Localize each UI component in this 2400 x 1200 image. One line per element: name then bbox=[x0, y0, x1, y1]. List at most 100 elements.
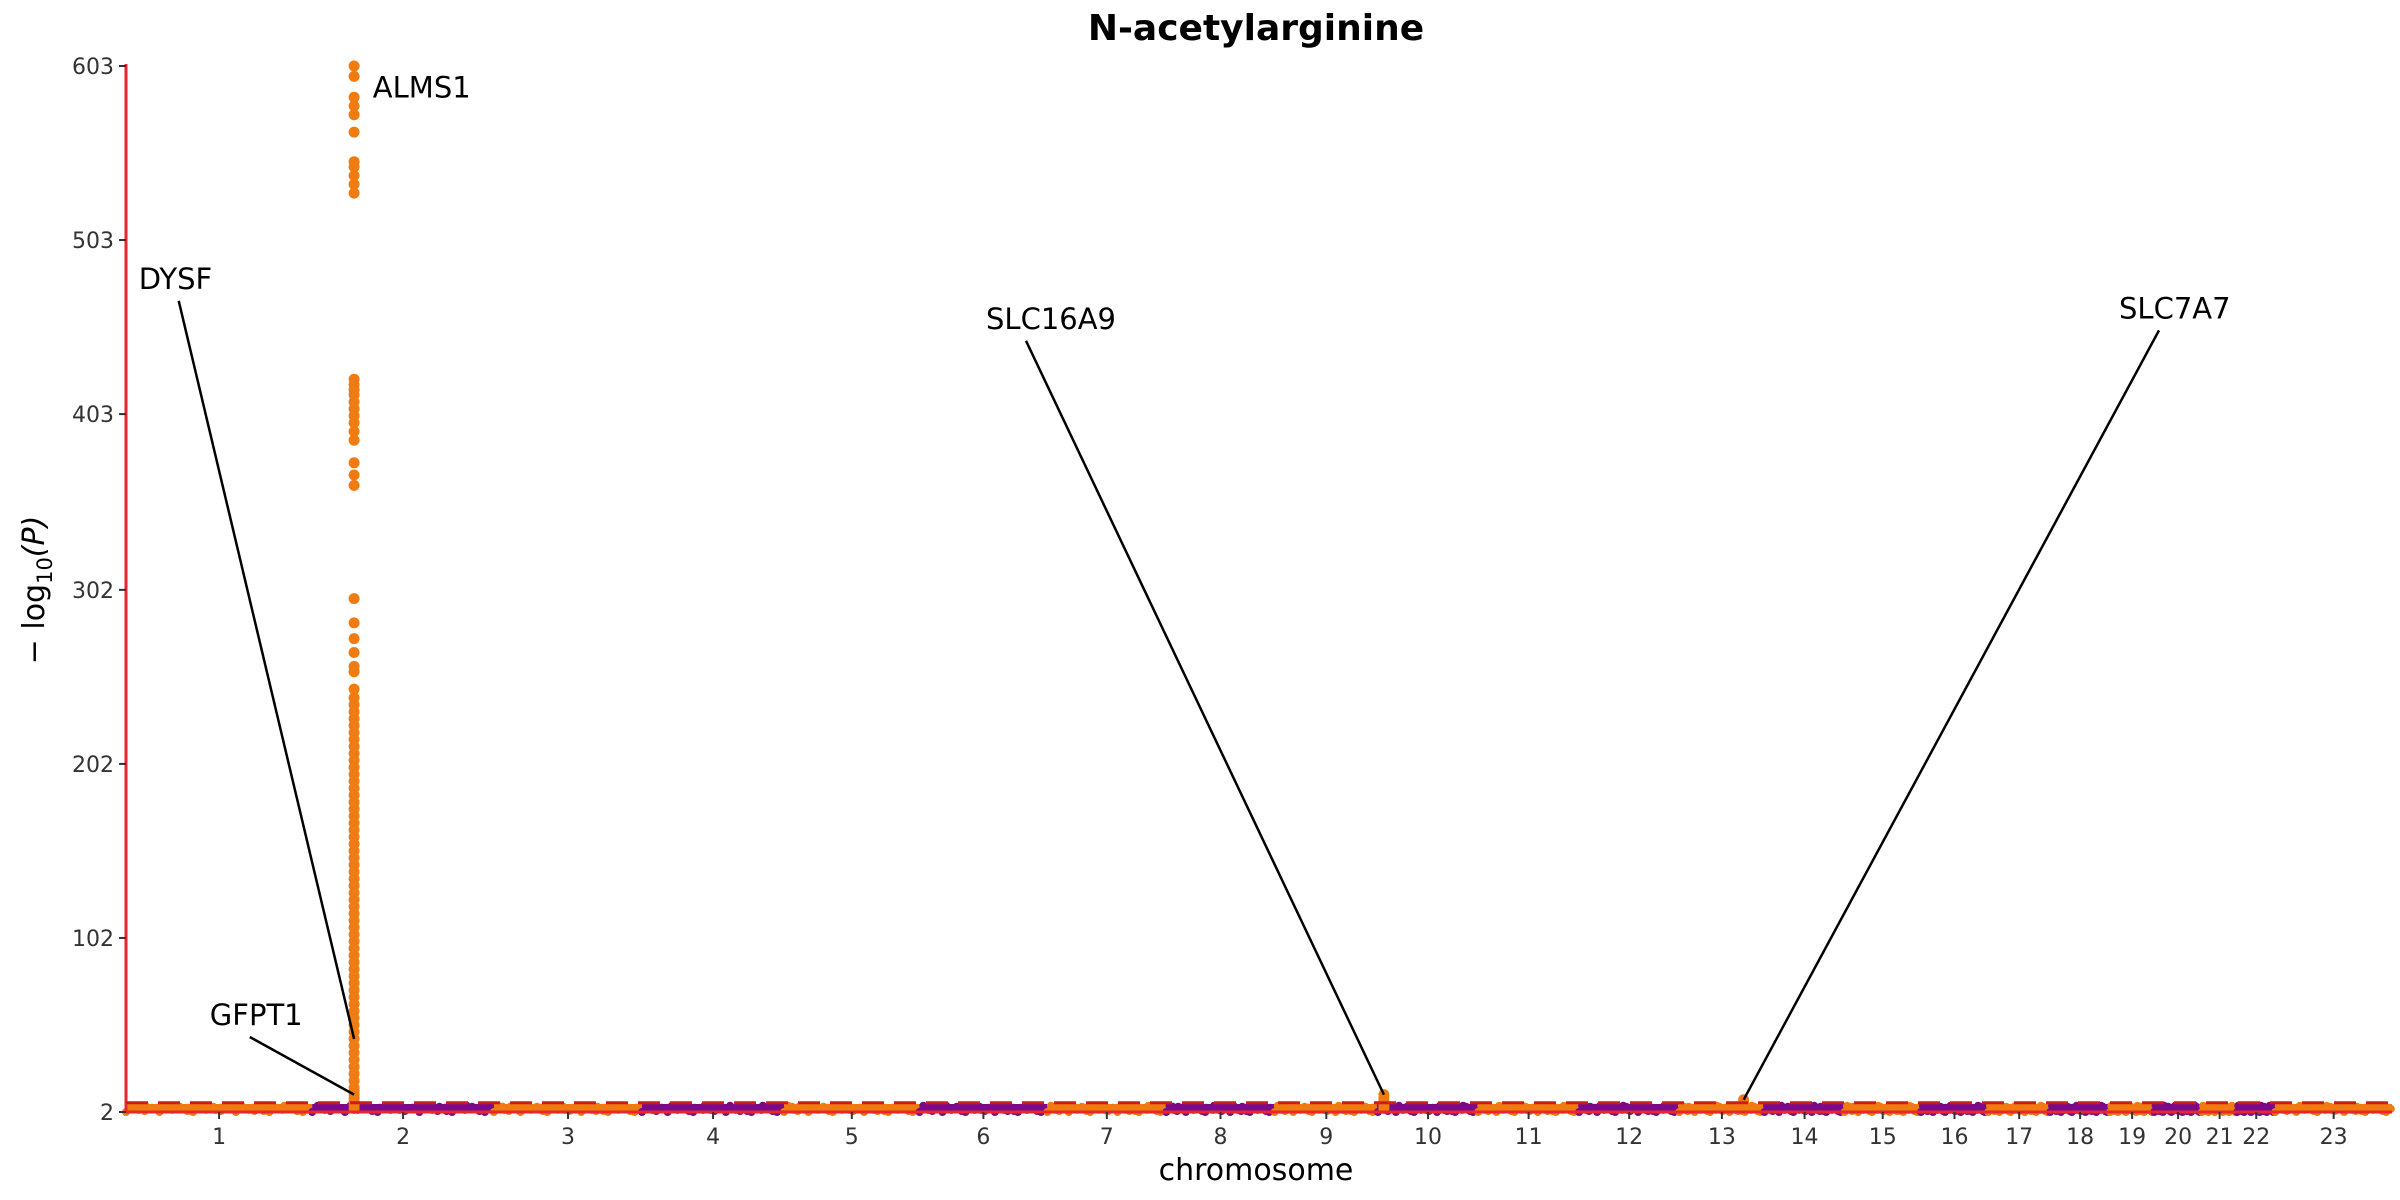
y-axis-label-prefix: − log bbox=[17, 584, 52, 664]
data-point bbox=[348, 70, 360, 82]
x-tick-label: 2 bbox=[396, 1125, 410, 1150]
x-tick-label: 6 bbox=[976, 1125, 990, 1150]
background-point bbox=[181, 1103, 190, 1112]
data-point bbox=[348, 91, 360, 103]
background-point bbox=[1406, 1103, 1414, 1112]
x-tick-label: 10 bbox=[1414, 1125, 1442, 1150]
data-point bbox=[348, 593, 360, 605]
background-point bbox=[1395, 1101, 1403, 1110]
background-point bbox=[2153, 1102, 2162, 1111]
data-point bbox=[348, 647, 360, 658]
background-point bbox=[2108, 1102, 2117, 1111]
leader-line-slc16a9 bbox=[1024, 340, 1386, 1096]
background-point bbox=[2004, 1103, 2012, 1112]
leader-line-gfpt1 bbox=[249, 1035, 355, 1096]
points-layer bbox=[122, 60, 2395, 1116]
background-point bbox=[1845, 1102, 1854, 1111]
background-point bbox=[823, 1103, 832, 1112]
background-point bbox=[1680, 1102, 1689, 1111]
data-point bbox=[348, 126, 360, 138]
background-point bbox=[209, 1102, 218, 1111]
x-tick-label: 3 bbox=[561, 1125, 575, 1150]
chromosome-points-8 bbox=[1162, 1101, 1278, 1116]
background-point bbox=[1607, 1103, 1616, 1112]
x-tick-label: 1 bbox=[212, 1125, 226, 1150]
data-point bbox=[348, 60, 360, 72]
background-point bbox=[1495, 1101, 1504, 1110]
data-point bbox=[348, 170, 360, 182]
leader-line-slc7a7 bbox=[1742, 329, 2161, 1101]
x-tick-label: 16 bbox=[1941, 1125, 1969, 1150]
y-axis-label-suffix: (P) bbox=[17, 516, 52, 558]
background-point bbox=[440, 1103, 449, 1112]
data-point bbox=[348, 617, 360, 629]
data-point bbox=[348, 457, 360, 469]
background-point bbox=[1581, 1102, 1590, 1111]
background-point bbox=[498, 1102, 507, 1111]
data-point bbox=[348, 469, 360, 481]
y-tick-label: 2 bbox=[100, 1101, 114, 1126]
background-point bbox=[2278, 1102, 2287, 1111]
background-point bbox=[285, 1102, 294, 1111]
x-tick-label: 9 bbox=[1319, 1125, 1333, 1150]
annotation-layer: ALMS1 DYSF GFPT1 SLC16A9 SLC7A7 bbox=[139, 70, 2231, 1101]
data-point bbox=[348, 633, 360, 645]
leader-line-dysf bbox=[177, 300, 356, 1040]
background-point bbox=[788, 1102, 797, 1111]
chart-title: N-acetylarginine bbox=[1088, 8, 1424, 49]
data-point bbox=[348, 187, 360, 199]
background-point bbox=[148, 1103, 157, 1112]
x-tick-label: 17 bbox=[2005, 1125, 2033, 1150]
x-tick-label: 20 bbox=[2164, 1125, 2192, 1150]
background-point bbox=[393, 1102, 402, 1111]
background-point bbox=[468, 1102, 477, 1111]
data-point bbox=[348, 683, 360, 695]
background-point bbox=[1197, 1103, 1205, 1112]
data-point bbox=[348, 100, 360, 112]
y-axis-label-subscript: 10 bbox=[33, 557, 57, 584]
background-point bbox=[620, 1102, 629, 1111]
background-point bbox=[559, 1102, 568, 1111]
x-tick-label: 14 bbox=[1791, 1125, 1819, 1150]
peak-series-0 bbox=[348, 60, 360, 1114]
background-point bbox=[1168, 1102, 1177, 1111]
y-tick-label: 403 bbox=[72, 403, 114, 428]
y-axis-label: − log10(P) bbox=[17, 516, 57, 665]
background-point bbox=[2308, 1103, 2317, 1112]
x-axis-label: chromosome bbox=[1159, 1153, 1354, 1188]
gene-label-dysf: DYSF bbox=[139, 262, 213, 296]
background-point bbox=[2295, 1101, 2304, 1110]
background-point bbox=[1987, 1102, 1996, 1111]
x-tick-label: 21 bbox=[2206, 1125, 2234, 1150]
gene-label-slc7a7: SLC7A7 bbox=[2119, 291, 2231, 325]
data-point bbox=[348, 426, 360, 437]
x-tick-label: 13 bbox=[1708, 1125, 1736, 1150]
x-tick-label: 12 bbox=[1615, 1125, 1643, 1150]
x-tick-label: 8 bbox=[1213, 1125, 1227, 1150]
x-tick-label: 19 bbox=[2118, 1125, 2146, 1150]
background-point bbox=[2200, 1102, 2209, 1111]
gene-label-gfpt1: GFPT1 bbox=[210, 998, 303, 1032]
background-point bbox=[683, 1103, 692, 1112]
background-point bbox=[319, 1102, 328, 1111]
background-point bbox=[956, 1103, 965, 1112]
background-point bbox=[257, 1103, 266, 1112]
y-tick-label: 503 bbox=[72, 229, 114, 254]
x-tick-label: 18 bbox=[2066, 1125, 2094, 1150]
x-tick-label: 22 bbox=[2242, 1125, 2270, 1150]
data-point bbox=[348, 161, 360, 173]
background-point bbox=[1303, 1103, 1312, 1112]
y-tick-label: 603 bbox=[72, 55, 114, 80]
x-tick-label: 7 bbox=[1100, 1125, 1114, 1150]
x-tick-label: 4 bbox=[706, 1125, 720, 1150]
background-point bbox=[333, 1103, 342, 1112]
x-tick-label: 23 bbox=[2320, 1125, 2348, 1150]
background-point bbox=[510, 1103, 519, 1112]
y-tick-label: 302 bbox=[72, 579, 114, 604]
background-point bbox=[2065, 1103, 2074, 1112]
background-point bbox=[1702, 1103, 1711, 1112]
background-point bbox=[1050, 1102, 1059, 1111]
background-point bbox=[1938, 1103, 1947, 1112]
